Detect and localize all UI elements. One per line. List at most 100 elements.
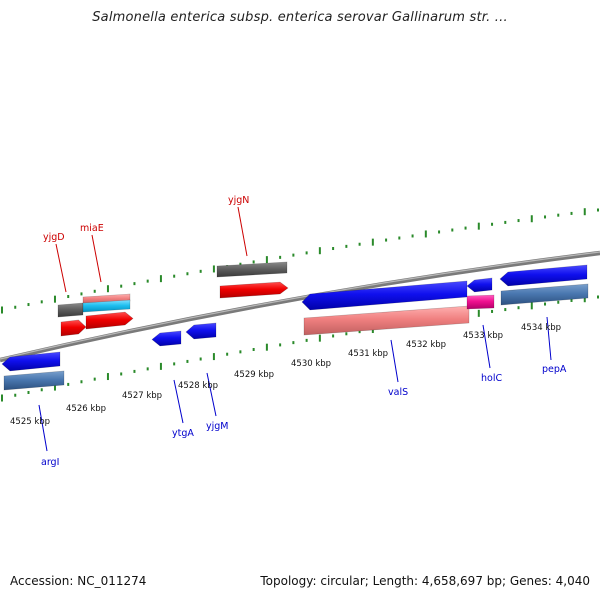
scale-dot	[491, 309, 494, 313]
scale-dot	[279, 343, 282, 347]
gene-arrow	[466, 294, 495, 310]
scale-dot	[530, 302, 533, 310]
scale-dot	[424, 230, 427, 238]
gene-arrow	[57, 302, 84, 318]
scale-dot	[67, 382, 70, 386]
scale-dot	[345, 332, 348, 336]
gene-arrow	[185, 322, 217, 340]
tick-label: 4531 kbp	[348, 349, 388, 359]
gene-arrow	[60, 319, 87, 337]
gene-arrow	[303, 305, 470, 336]
scale-dot	[265, 343, 268, 351]
scale-dot	[570, 211, 573, 215]
scale-dot	[491, 222, 494, 226]
scale-dot	[398, 236, 401, 240]
genome-title: Salmonella enterica subsp. enterica sero…	[92, 10, 508, 25]
scale-dot	[40, 388, 43, 392]
scale-dot	[106, 373, 109, 381]
genome-summary-text: Topology: circular; Length: 4,658,697 bp…	[260, 574, 590, 588]
genome-backbone	[0, 250, 600, 363]
scale-dot	[252, 260, 255, 264]
scale-dot	[358, 330, 361, 334]
scale-dot	[557, 213, 560, 217]
scale-dot	[106, 285, 109, 293]
scale-dot	[239, 350, 242, 354]
scale-dot	[477, 222, 480, 230]
scale-dot	[597, 208, 599, 212]
scale-dot	[583, 295, 586, 303]
scale-dot	[212, 353, 215, 361]
gene-leader-line	[91, 234, 102, 283]
scale-dot	[477, 309, 480, 317]
scale-dot	[146, 367, 149, 371]
gene-label-miae: miaE	[80, 223, 104, 234]
gene-leader-line	[55, 243, 67, 293]
gene-label-vals: valS	[388, 387, 408, 398]
scale-dot	[411, 234, 414, 238]
scale-dot	[292, 253, 295, 257]
gene-leader-line	[38, 404, 48, 452]
scale-dot	[53, 295, 56, 303]
tick-label: 4533 kbp	[463, 331, 503, 341]
scale-dot	[199, 269, 202, 273]
scale-dot	[93, 377, 96, 381]
scale-dot	[583, 208, 586, 216]
scale-dot	[332, 334, 335, 338]
scale-dot	[186, 359, 189, 363]
gene-label-yjgn: yjgN	[228, 195, 249, 206]
scale-dot	[544, 215, 547, 219]
gene-arrow	[82, 299, 131, 313]
scale-dot	[186, 272, 189, 276]
scale-dot	[133, 282, 136, 286]
gene-arrow	[3, 370, 65, 391]
tick-label: 4528 kbp	[178, 381, 218, 391]
scale-dot	[305, 338, 308, 342]
scale-dot	[265, 256, 268, 264]
gene-arrow	[499, 264, 588, 287]
scale-dot	[358, 242, 361, 246]
scale-dot	[279, 255, 282, 259]
gene-features	[1, 261, 589, 391]
scale-dot	[120, 284, 123, 288]
gene-leader-line	[546, 316, 552, 361]
gene-label-holc: holC	[481, 373, 502, 384]
scale-dot	[385, 238, 388, 242]
gene-arrow	[216, 261, 288, 278]
scale-dot	[305, 251, 308, 255]
tick-labels: 4525 kbp 4526 kbp 4527 kbp 4528 kbp 4529 kbp…	[10, 323, 561, 427]
tick-label: 4534 kbp	[521, 323, 561, 333]
scale-dot	[597, 295, 599, 299]
scale-dot	[371, 238, 374, 246]
scale-dot	[40, 300, 43, 304]
scale-dot	[226, 352, 229, 356]
scale-dot	[252, 348, 255, 352]
scale-dot	[345, 244, 348, 248]
scale-dot	[14, 305, 17, 309]
tick-label: 4525 kbp	[10, 417, 50, 427]
gene-callouts: yjgD miaE yjgN argI ytgA yjgM valS holC pepA	[38, 195, 567, 468]
scale-dot	[451, 228, 454, 232]
scale-dot	[146, 279, 149, 283]
scale-dot	[332, 247, 335, 251]
scale-dot	[212, 265, 215, 273]
scale-dot	[133, 369, 136, 373]
upper-scale-dots	[1, 208, 599, 314]
scale-dot	[1, 306, 3, 314]
scale-dot	[239, 262, 242, 266]
gene-leader-line	[237, 206, 248, 257]
gene-leader-line	[390, 339, 399, 383]
accession-text: Accession: NC_011274	[10, 574, 147, 588]
scale-dot	[504, 308, 507, 312]
scale-dot	[464, 226, 467, 230]
gene-label-argi: argI	[41, 457, 59, 468]
gene-label-yjgm: yjgM	[206, 421, 229, 432]
scale-dot	[570, 298, 573, 302]
scale-dot	[318, 247, 321, 255]
gene-arrow	[301, 280, 468, 311]
scale-dot	[292, 341, 295, 345]
scale-dot	[318, 334, 321, 342]
scale-dot	[80, 380, 83, 384]
scale-dot	[530, 215, 533, 223]
scale-dot	[438, 230, 441, 234]
tick-label: 4527 kbp	[122, 391, 162, 401]
